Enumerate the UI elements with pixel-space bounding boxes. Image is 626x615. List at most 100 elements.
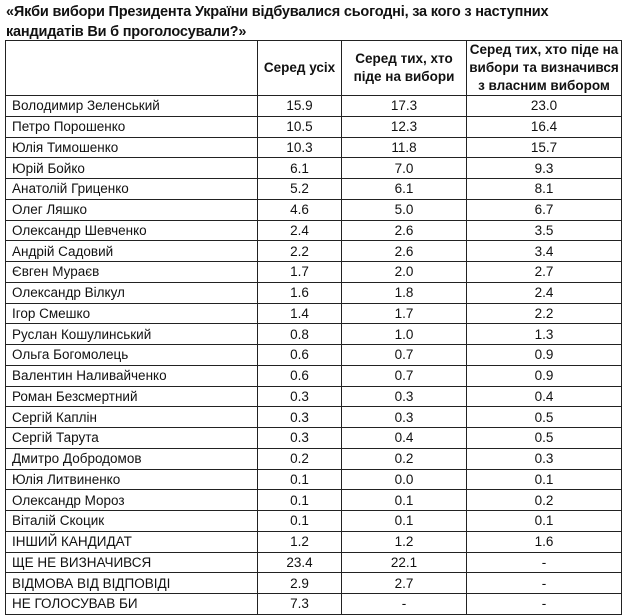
value-all: 15.9 [257,95,342,117]
value-voters: 6.1 [341,178,467,200]
value-decided: 9.3 [466,157,622,179]
table-row: Юлія Литвиненко 0.1 0.0 0.1 [5,468,622,491]
table-row: Дмитро Добродомов 0.2 0.2 0.3 [5,447,622,470]
table-row: Володимир Зеленський 15.9 17.3 23.0 [5,95,622,117]
value-voters: 5.0 [341,198,467,221]
value-decided: - [466,593,622,615]
value-all: 0.1 [257,510,342,532]
value-decided: 6.7 [466,198,622,221]
table-row: Олег Ляшко 4.6 5.0 6.7 [5,198,622,221]
value-decided: 1.6 [466,530,622,553]
value-all: 2.4 [257,219,342,242]
table-row: Руслан Кошулинський 0.8 1.0 1.3 [5,323,622,345]
value-all: 5.2 [257,178,342,200]
value-voters: 0.0 [341,468,467,491]
table-row: Олександр Мороз 0.1 0.1 0.2 [5,489,622,511]
table-row: Сергій Каплін 0.3 0.3 0.5 [5,406,622,428]
candidate-name: Олександр Шевченко [5,219,258,242]
value-decided: 0.9 [466,364,622,387]
value-all: 1.4 [257,302,342,325]
value-all: 10.3 [257,136,342,159]
value-decided: 2.2 [466,302,622,325]
value-voters: - [341,593,467,615]
value-decided: 0.5 [466,406,622,428]
value-decided: 16.4 [466,115,622,138]
value-all: 0.6 [257,344,342,366]
value-all: 23.4 [257,551,342,574]
value-voters: 2.7 [341,572,467,594]
table-row: Віталій Скоцик 0.1 0.1 0.1 [5,510,622,532]
header-voters: Серед тих, хто піде на вибори [341,40,467,96]
value-voters: 1.2 [341,530,467,553]
candidate-name: Олександр Вілкул [5,281,258,304]
candidate-name: Олег Ляшко [5,198,258,221]
value-decided: 0.4 [466,385,622,408]
candidate-name: Юлія Тимошенко [5,136,258,159]
table-row: Анатолій Гриценко 5.2 6.1 8.1 [5,178,622,200]
candidate-name: Юлія Литвиненко [5,468,258,491]
value-all: 0.1 [257,489,342,511]
value-voters: 0.3 [341,385,467,408]
table-row: ІНШИЙ КАНДИДАТ 1.2 1.2 1.6 [5,530,622,553]
value-decided: 0.2 [466,489,622,511]
table-row: Ольга Богомолець 0.6 0.7 0.9 [5,344,622,366]
value-decided: 0.1 [466,468,622,491]
candidate-name: Юрій Бойко [5,157,258,179]
value-voters: 0.7 [341,364,467,387]
value-voters: 12.3 [341,115,467,138]
header-row: Серед усіх Серед тих, хто піде на вибори… [5,40,622,96]
value-decided: 8.1 [466,178,622,200]
value-decided: 1.3 [466,323,622,345]
candidate-name: Руслан Кошулинський [5,323,258,345]
value-all: 0.3 [257,427,342,449]
table-row: ЩЕ НЕ ВИЗНАЧИВСЯ 23.4 22.1- [5,551,622,574]
header-all: Серед усіх [257,40,342,96]
value-voters: 0.2 [341,447,467,470]
table-row: Юрій Бойко 6.1 7.0 9.3 [5,157,622,179]
value-voters: 7.0 [341,157,467,179]
value-decided: 15.7 [466,136,622,159]
value-voters: 2.6 [341,240,467,262]
value-all: 0.8 [257,323,342,345]
value-voters: 11.8 [341,136,467,159]
value-voters: 0.4 [341,427,467,449]
candidate-name: Валентин Наливайченко [5,364,258,387]
value-all: 7.3 [257,593,342,615]
value-decided: 3.4 [466,240,622,262]
value-all: 6.1 [257,157,342,179]
table-row: Андрій Садовий 2.2 2.6 3.4 [5,240,622,262]
value-all: 1.7 [257,261,342,283]
value-decided: 0.1 [466,510,622,532]
value-voters: 2.6 [341,219,467,242]
candidate-name: Андрій Садовий [5,240,258,262]
value-all: 1.6 [257,281,342,304]
candidate-name: Анатолій Гриценко [5,178,258,200]
value-all: 0.2 [257,447,342,470]
table-row: Ігор Смешко 1.4 1.7 2.2 [5,302,622,325]
value-decided: 23.0 [466,95,622,117]
table-row: Юлія Тимошенко 10.3 11.8 15.7 [5,136,622,159]
value-all: 2.9 [257,572,342,594]
candidate-name: НЕ ГОЛОСУВАВ БИ [5,593,258,615]
candidate-name: Ольга Богомолець [5,344,258,366]
table-row: Олександр Шевченко 2.4 2.6 3.5 [5,219,622,242]
value-all: 4.6 [257,198,342,221]
value-voters: 0.1 [341,489,467,511]
value-all: 10.5 [257,115,342,138]
value-all: 0.1 [257,468,342,491]
value-all: 2.2 [257,240,342,262]
table-row: Сергій Тарута 0.3 0.4 0.5 [5,427,622,449]
value-voters: 1.0 [341,323,467,345]
value-voters: 2.0 [341,261,467,283]
value-decided: 3.5 [466,219,622,242]
candidate-name: ВІДМОВА ВІД ВІДПОВІДІ [5,572,258,594]
table-body: Володимир Зеленський 15.9 17.3 23.0 Петро По… [5,95,622,615]
value-decided: 0.5 [466,427,622,449]
candidate-name: Олександр Мороз [5,489,258,511]
value-decided: 2.4 [466,281,622,304]
value-voters: 0.3 [341,406,467,428]
value-voters: 17.3 [341,95,467,117]
table-row: Валентин Наливайченко 0.6 0.7 0.9 [5,364,622,387]
header-candidate [5,40,258,96]
candidate-name: Ігор Смешко [5,302,258,325]
